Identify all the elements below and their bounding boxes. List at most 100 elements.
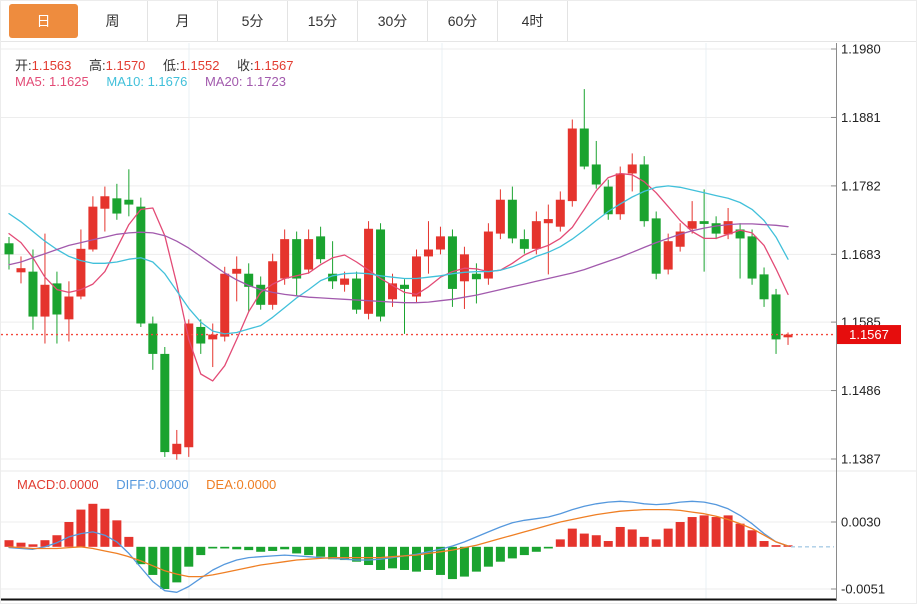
macd-bar [663, 528, 673, 547]
close-value: 1.1567 [253, 58, 294, 73]
candle-body [268, 261, 278, 305]
macd-bar [16, 542, 26, 547]
macd-bar [459, 546, 469, 577]
tab-月[interactable]: 月 [148, 1, 218, 41]
last-price-tag-text: 1.1567 [849, 327, 889, 342]
price-tick-label: 1.1683 [841, 247, 881, 262]
candle-body [184, 323, 194, 448]
high-value: 1.1570 [105, 58, 146, 73]
macd-bar [256, 546, 266, 552]
macd-bar [687, 517, 697, 547]
macd-bar [771, 545, 781, 547]
macd-bar [340, 546, 350, 561]
low-value: 1.1552 [179, 58, 220, 73]
candle-body [256, 284, 266, 305]
tab-60分[interactable]: 60分 [428, 1, 498, 41]
candle-body [423, 249, 433, 257]
macd-bar [136, 546, 146, 565]
macd-bar [639, 536, 649, 547]
candle-body [699, 221, 709, 224]
candle-body [100, 196, 110, 209]
price-tick-label: 1.1980 [841, 42, 881, 57]
candle-body [567, 128, 577, 202]
macd-bar [328, 546, 338, 560]
macd-bar [88, 503, 98, 547]
candle-body [591, 164, 601, 185]
candle-body [52, 283, 62, 315]
price-tick-label: 1.1486 [841, 383, 881, 398]
candle-body [172, 443, 182, 455]
open-value: 1.1563 [31, 58, 72, 73]
macd-bar [304, 546, 314, 556]
candle-body [651, 218, 661, 274]
tab-周[interactable]: 周 [78, 1, 148, 41]
macd-label: MACD: [17, 477, 59, 492]
macd-bar [112, 520, 122, 547]
last-price-tag [837, 325, 901, 345]
candle-body [112, 198, 122, 214]
macd-bar [579, 533, 589, 547]
candle-body [376, 229, 386, 317]
candle-body [471, 273, 481, 280]
ma10-value: 1.1676 [147, 74, 188, 89]
macd-bar [52, 535, 62, 547]
candle-body [208, 334, 218, 340]
candle-body [711, 223, 721, 234]
candle-body [759, 274, 769, 300]
candle-body [76, 248, 86, 297]
candle-body [723, 221, 733, 235]
price-tick-label: 1.1881 [841, 110, 881, 125]
macd-bar [435, 546, 445, 575]
candle-body [603, 186, 613, 215]
candle-body [196, 326, 206, 344]
macd-bar [471, 546, 481, 572]
candle-body [160, 353, 170, 453]
close-label: 收: [237, 58, 254, 73]
macd-bar [172, 546, 182, 583]
price-tick-label: 1.1782 [841, 178, 881, 193]
tab-日[interactable]: 日 [9, 4, 78, 38]
macd-bar [184, 546, 194, 567]
candle-body [771, 294, 781, 340]
candle-body [316, 236, 326, 260]
price-tick-label: 1.1387 [841, 452, 881, 467]
tab-30分[interactable]: 30分 [358, 1, 428, 41]
macd-bar [495, 546, 505, 562]
macd-bar [555, 539, 565, 547]
macd-bar [507, 546, 517, 559]
ma20-label: MA20: [204, 74, 243, 89]
candle-body [340, 278, 350, 285]
macd-bar [615, 526, 625, 547]
macd-bar [519, 546, 529, 556]
candle-body [675, 231, 685, 247]
tab-5分[interactable]: 5分 [218, 1, 288, 41]
ma5-line [8, 172, 789, 382]
tab-4时[interactable]: 4时 [498, 1, 568, 41]
macd-bar [591, 535, 601, 547]
dea-value: 0.0000 [236, 477, 277, 492]
macd-bar [411, 546, 421, 572]
candle-body [352, 278, 362, 310]
macd-bar [196, 546, 206, 556]
candle-body [124, 199, 134, 205]
candle-body [292, 239, 302, 279]
macd-bar [759, 541, 769, 547]
candle-body [244, 273, 254, 287]
ma10-label: MA10: [106, 74, 144, 89]
candle-body [232, 268, 242, 274]
macd-bar [483, 546, 493, 567]
macd-bar [675, 522, 685, 547]
macd-bar [735, 523, 745, 547]
candle-body [783, 334, 793, 338]
macd-bar [543, 546, 553, 549]
candle-body [519, 239, 529, 249]
tab-15分[interactable]: 15分 [288, 1, 358, 41]
macd-tick-label: -0.0051 [841, 582, 885, 597]
macd-bar [268, 546, 278, 551]
candlestick-macd-chart[interactable]: 1.19801.18811.17821.16831.15851.14861.13… [1, 41, 917, 604]
diff-label: DIFF: [116, 477, 149, 492]
candle-body [735, 229, 745, 239]
ma10-line [8, 185, 789, 335]
ohlc-legend: 开:1.1563 高:1.1570 低:1.1552 收:1.1567 [15, 55, 307, 74]
dea-label: DEA: [206, 477, 237, 492]
